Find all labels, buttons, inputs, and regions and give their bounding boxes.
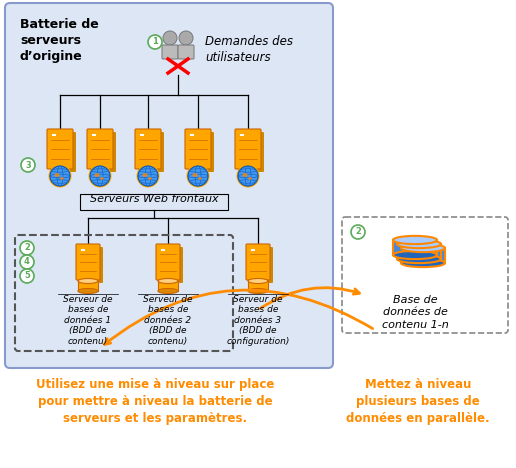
Circle shape <box>21 158 35 172</box>
Ellipse shape <box>142 173 148 177</box>
FancyBboxPatch shape <box>238 132 264 172</box>
Text: 5: 5 <box>24 271 30 280</box>
Ellipse shape <box>243 173 248 177</box>
Text: Serveur de
bases de
données 1
(BDD de
contenu): Serveur de bases de données 1 (BDD de co… <box>63 295 113 345</box>
Circle shape <box>49 164 72 188</box>
Ellipse shape <box>393 251 437 259</box>
FancyBboxPatch shape <box>50 132 76 172</box>
FancyBboxPatch shape <box>162 45 178 59</box>
FancyBboxPatch shape <box>138 132 164 172</box>
Bar <box>397 244 441 259</box>
Text: Utilisez une mise à niveau sur place
pour mettre à niveau la batterie de
serveur: Utilisez une mise à niveau sur place pou… <box>36 378 274 425</box>
FancyBboxPatch shape <box>79 247 103 283</box>
Text: Serveurs Web frontaux: Serveurs Web frontaux <box>90 194 218 204</box>
Bar <box>158 281 178 291</box>
Text: Mettez à niveau
plusieurs bases de
données en parallèle.: Mettez à niveau plusieurs bases de donné… <box>346 378 490 425</box>
FancyBboxPatch shape <box>76 244 100 280</box>
Circle shape <box>137 164 159 188</box>
Ellipse shape <box>78 288 98 293</box>
Ellipse shape <box>248 177 252 180</box>
Bar <box>248 281 268 291</box>
FancyBboxPatch shape <box>246 244 270 280</box>
Circle shape <box>148 35 162 49</box>
Text: Serveur de
bases de
données 2
(BDD de
contenu): Serveur de bases de données 2 (BDD de co… <box>143 295 193 345</box>
Circle shape <box>188 166 208 186</box>
Ellipse shape <box>94 173 100 177</box>
Circle shape <box>20 269 34 283</box>
FancyBboxPatch shape <box>156 244 180 280</box>
Text: Serveur de
bases de
données 3
(BDD de
configuration): Serveur de bases de données 3 (BDD de co… <box>227 295 289 345</box>
FancyBboxPatch shape <box>47 129 73 169</box>
Bar <box>393 240 437 255</box>
Circle shape <box>351 225 365 239</box>
Ellipse shape <box>100 177 104 180</box>
Circle shape <box>236 164 260 188</box>
Text: 4: 4 <box>24 257 30 266</box>
Text: 1: 1 <box>152 37 158 46</box>
Circle shape <box>138 166 158 186</box>
Ellipse shape <box>198 177 202 180</box>
Bar <box>78 281 98 291</box>
Text: Base de
données de
contenu 1-n: Base de données de contenu 1-n <box>382 295 448 330</box>
Bar <box>80 194 228 210</box>
Text: 3: 3 <box>25 161 31 169</box>
Circle shape <box>238 166 258 186</box>
Circle shape <box>50 166 70 186</box>
Ellipse shape <box>248 288 268 293</box>
FancyBboxPatch shape <box>188 132 214 172</box>
FancyBboxPatch shape <box>185 129 211 169</box>
Text: 2: 2 <box>355 227 361 236</box>
FancyBboxPatch shape <box>87 129 113 169</box>
Bar <box>401 248 445 263</box>
Ellipse shape <box>158 278 178 284</box>
Ellipse shape <box>401 244 445 252</box>
Circle shape <box>186 164 209 188</box>
Circle shape <box>89 164 111 188</box>
FancyBboxPatch shape <box>235 129 261 169</box>
Ellipse shape <box>401 259 445 267</box>
FancyBboxPatch shape <box>159 247 183 283</box>
Text: Demandes des
utilisateurs: Demandes des utilisateurs <box>205 35 293 64</box>
Circle shape <box>163 31 177 45</box>
FancyBboxPatch shape <box>342 217 508 333</box>
Ellipse shape <box>55 173 59 177</box>
Ellipse shape <box>60 177 64 180</box>
Ellipse shape <box>393 236 437 244</box>
FancyBboxPatch shape <box>178 45 194 59</box>
Ellipse shape <box>148 177 152 180</box>
FancyBboxPatch shape <box>90 132 116 172</box>
FancyBboxPatch shape <box>5 3 333 368</box>
Text: 2: 2 <box>24 243 30 253</box>
Circle shape <box>20 255 34 269</box>
Circle shape <box>90 166 110 186</box>
Ellipse shape <box>78 278 98 284</box>
FancyBboxPatch shape <box>249 247 273 283</box>
Ellipse shape <box>397 240 441 248</box>
FancyBboxPatch shape <box>135 129 161 169</box>
Ellipse shape <box>158 288 178 293</box>
Text: Batterie de
serveurs
d’origine: Batterie de serveurs d’origine <box>20 18 99 63</box>
Ellipse shape <box>192 173 198 177</box>
Ellipse shape <box>248 278 268 284</box>
Ellipse shape <box>397 255 441 263</box>
Circle shape <box>179 31 193 45</box>
Circle shape <box>20 241 34 255</box>
